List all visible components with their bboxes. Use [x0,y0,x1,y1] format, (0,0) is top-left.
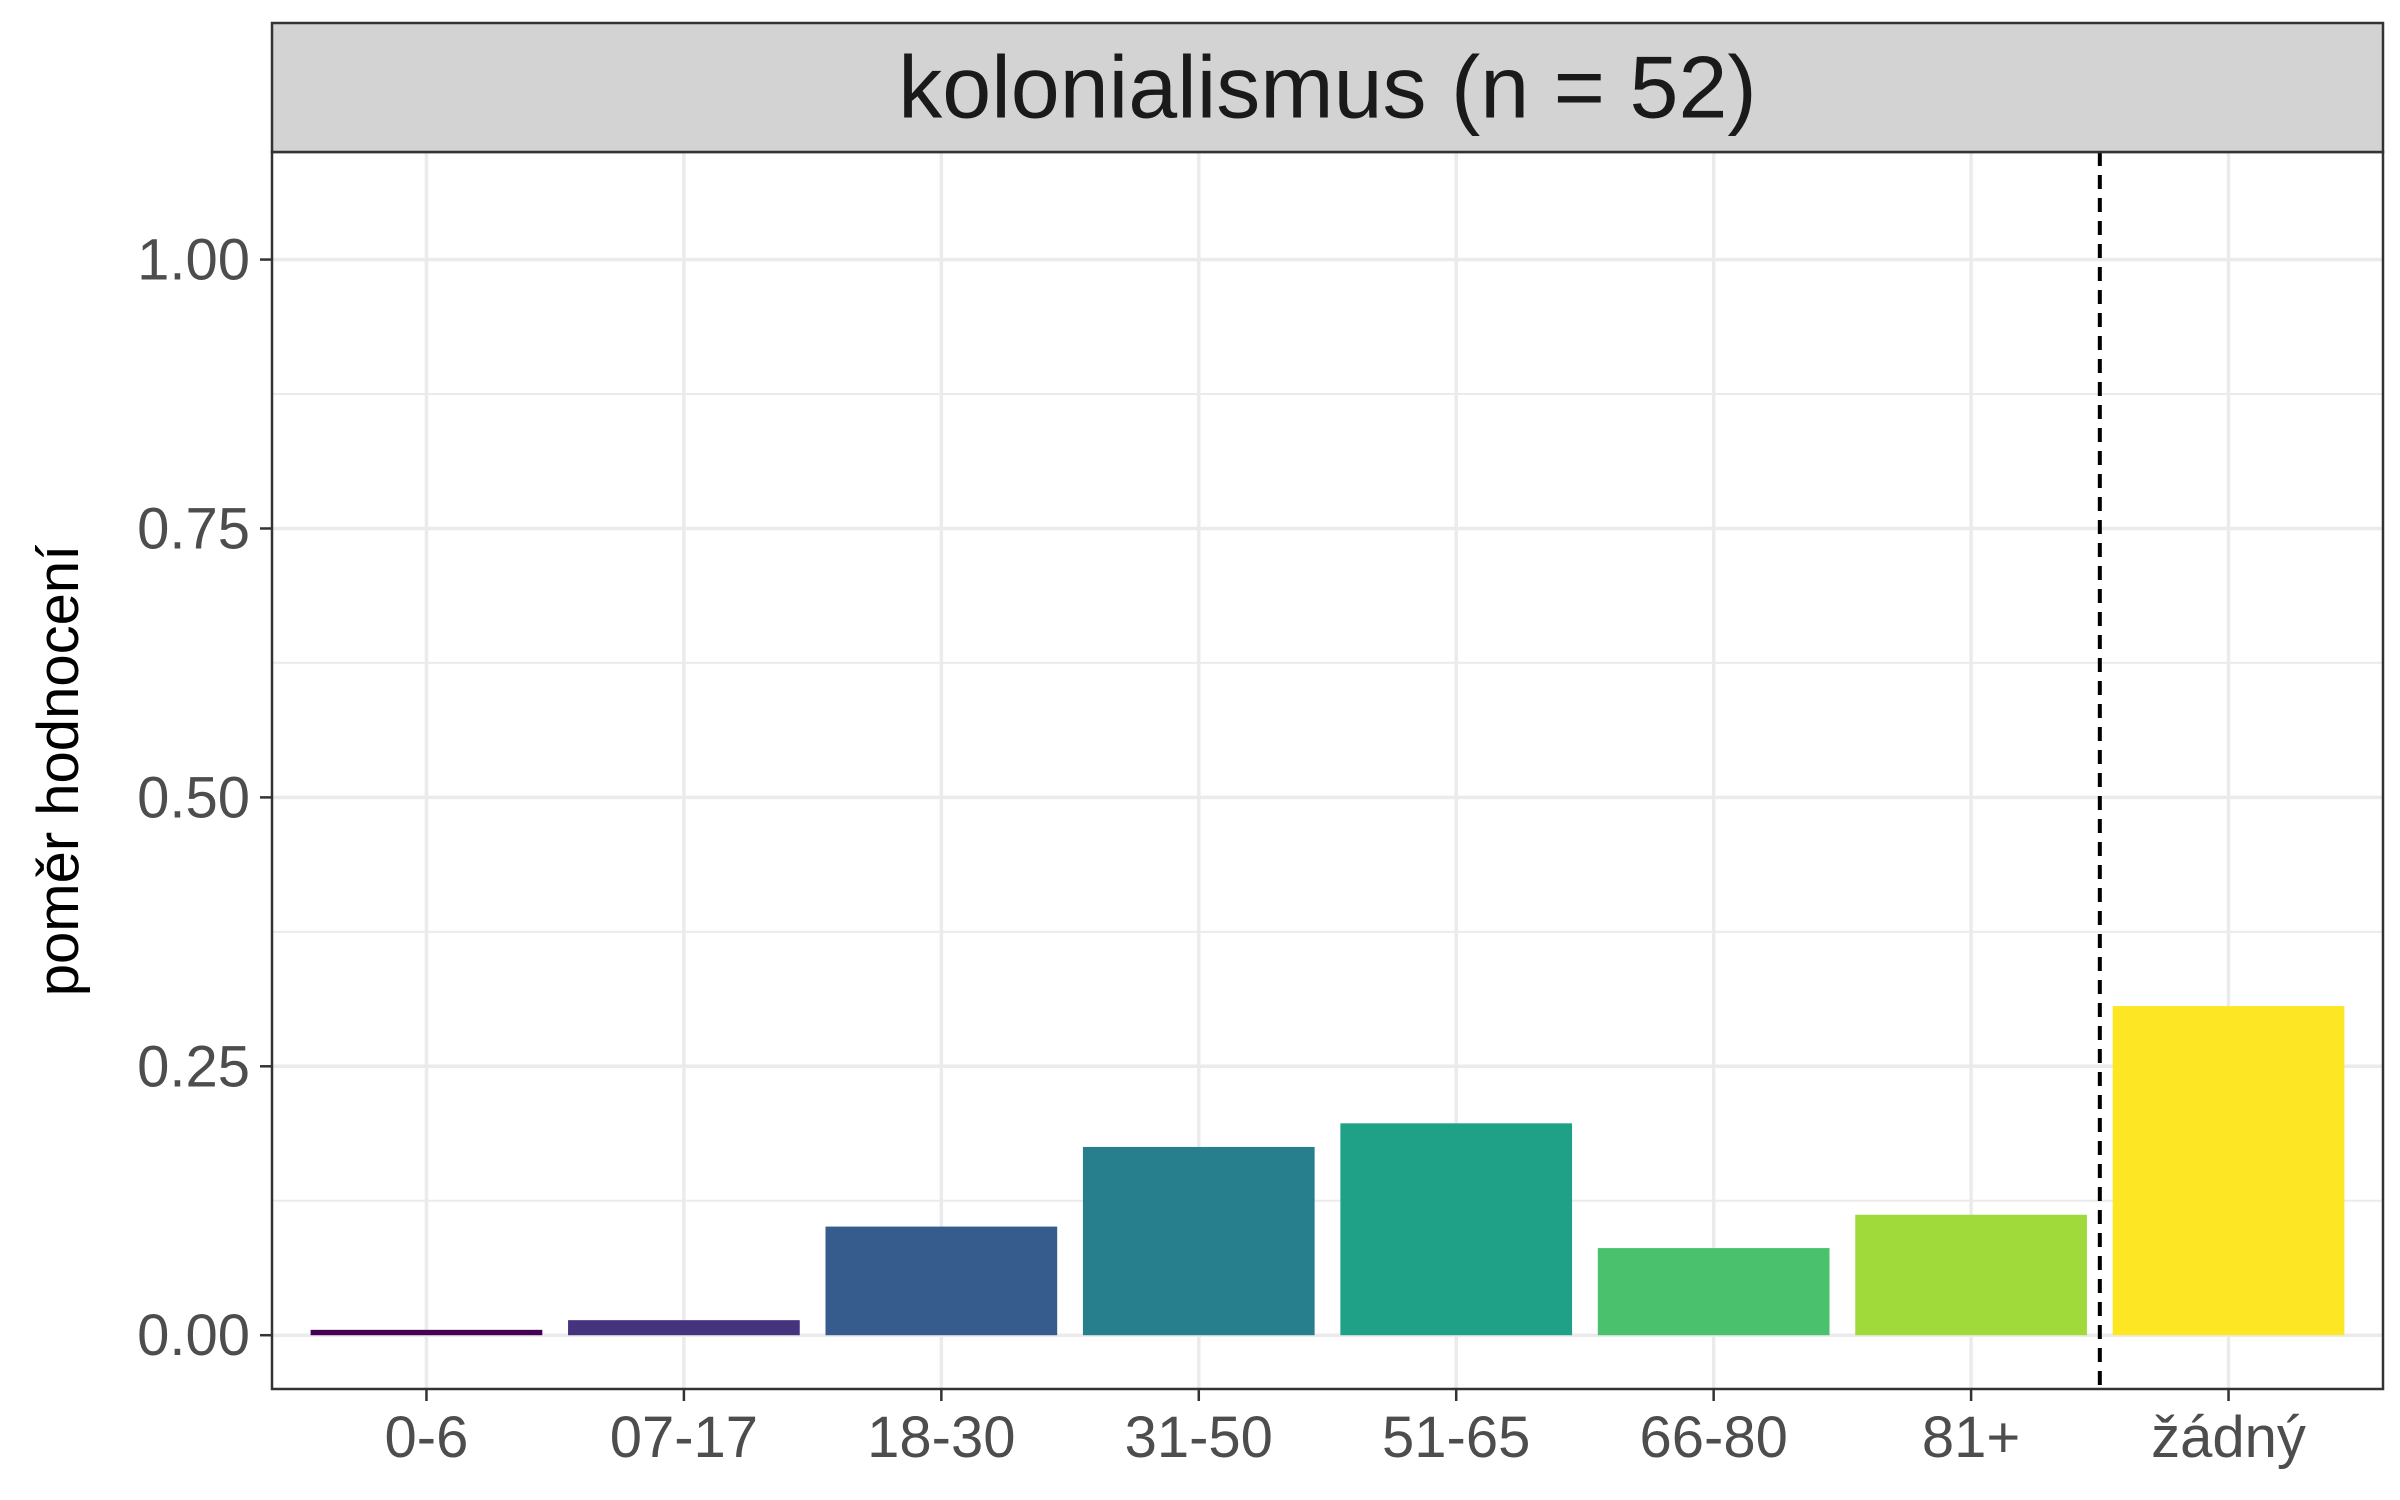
bar-0-6 [310,1329,543,1336]
bar-31-50 [1082,1146,1315,1336]
x-tick-label: 31-50 [1125,1405,1273,1470]
y-tick-label: 0.50 [137,765,250,830]
bar-51-65 [1340,1123,1573,1336]
x-tick-label: 07-17 [610,1405,758,1470]
bars-layer [310,1006,2345,1336]
x-axis: 0-6 07-17 18-30 31-50 51-65 66-80 81+ žádný [385,1389,2306,1470]
x-tick-label: 66-80 [1639,1405,1787,1470]
x-tick-label: žádný [2151,1405,2306,1470]
bar-81+ [1855,1214,2087,1336]
bar-žádný [2112,1006,2345,1336]
y-tick-label: 0.75 [137,496,250,561]
panel-background [272,152,2383,1389]
bar-07-17 [568,1320,800,1336]
chart-title: kolonialismus (n = 52) [898,38,1756,137]
y-tick-label: 0.25 [137,1034,250,1099]
y-tick-label: 1.00 [137,228,250,293]
strip-background [270,21,2385,154]
bar-18-30 [825,1226,1058,1336]
bar-66-80 [1597,1248,1830,1336]
x-tick-label: 0-6 [385,1405,469,1470]
x-tick-label: 51-65 [1382,1405,1530,1470]
x-tick-label: 81+ [1922,1405,2020,1470]
grid-layer [272,152,2383,1389]
x-tick-label: 18-30 [867,1405,1015,1470]
facet-strip: kolonialismus (n = 52) [270,21,2385,154]
y-axis-title: poměr hodnocení [26,545,91,996]
y-axis: 0.00 0.25 0.50 0.75 1.00 [137,228,272,1368]
y-tick-label: 0.00 [137,1303,250,1368]
